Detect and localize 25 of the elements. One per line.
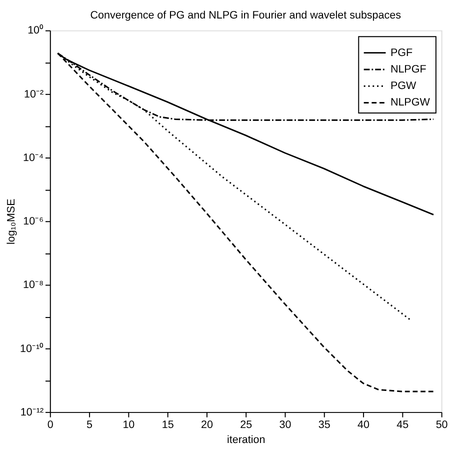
- x-tick-label: 0: [47, 419, 54, 432]
- x-tick-label: 40: [358, 419, 370, 432]
- y-axis-title: log₁₀MSE: [5, 198, 18, 244]
- legend-label: NLPGF: [390, 63, 427, 76]
- x-tick-label: 45: [396, 419, 409, 432]
- x-tick-label: 20: [200, 419, 213, 432]
- y-tick-label: 10⁻²: [24, 88, 44, 100]
- x-tick-label: 35: [318, 419, 330, 432]
- chart-title: Convergence of PG and NLPG in Fourier and wavelet subspaces: [90, 10, 401, 22]
- y-tick-label: 10⁻¹²: [20, 406, 44, 418]
- x-tick-label: 25: [240, 419, 252, 432]
- y-tick-label: 10⁻⁶: [23, 216, 44, 228]
- x-tick-label: 15: [162, 419, 174, 432]
- x-tick-label: 50: [436, 419, 448, 432]
- x-tick-label: 30: [279, 419, 292, 432]
- y-tick-label: 10⁻⁴: [22, 152, 44, 164]
- y-tick-label: 10⁻⁸: [23, 279, 44, 292]
- legend-label: PGF: [390, 46, 413, 59]
- y-tick-label: 10⁻¹⁰: [20, 342, 44, 355]
- x-axis-title: iteration: [226, 434, 266, 446]
- x-tick-label: 5: [86, 419, 93, 432]
- legend-label: PGW: [390, 80, 417, 92]
- legend-label: NLPGW: [390, 96, 431, 109]
- x-tick-label: 10: [122, 419, 135, 432]
- y-tick-label: 10⁰: [28, 24, 44, 37]
